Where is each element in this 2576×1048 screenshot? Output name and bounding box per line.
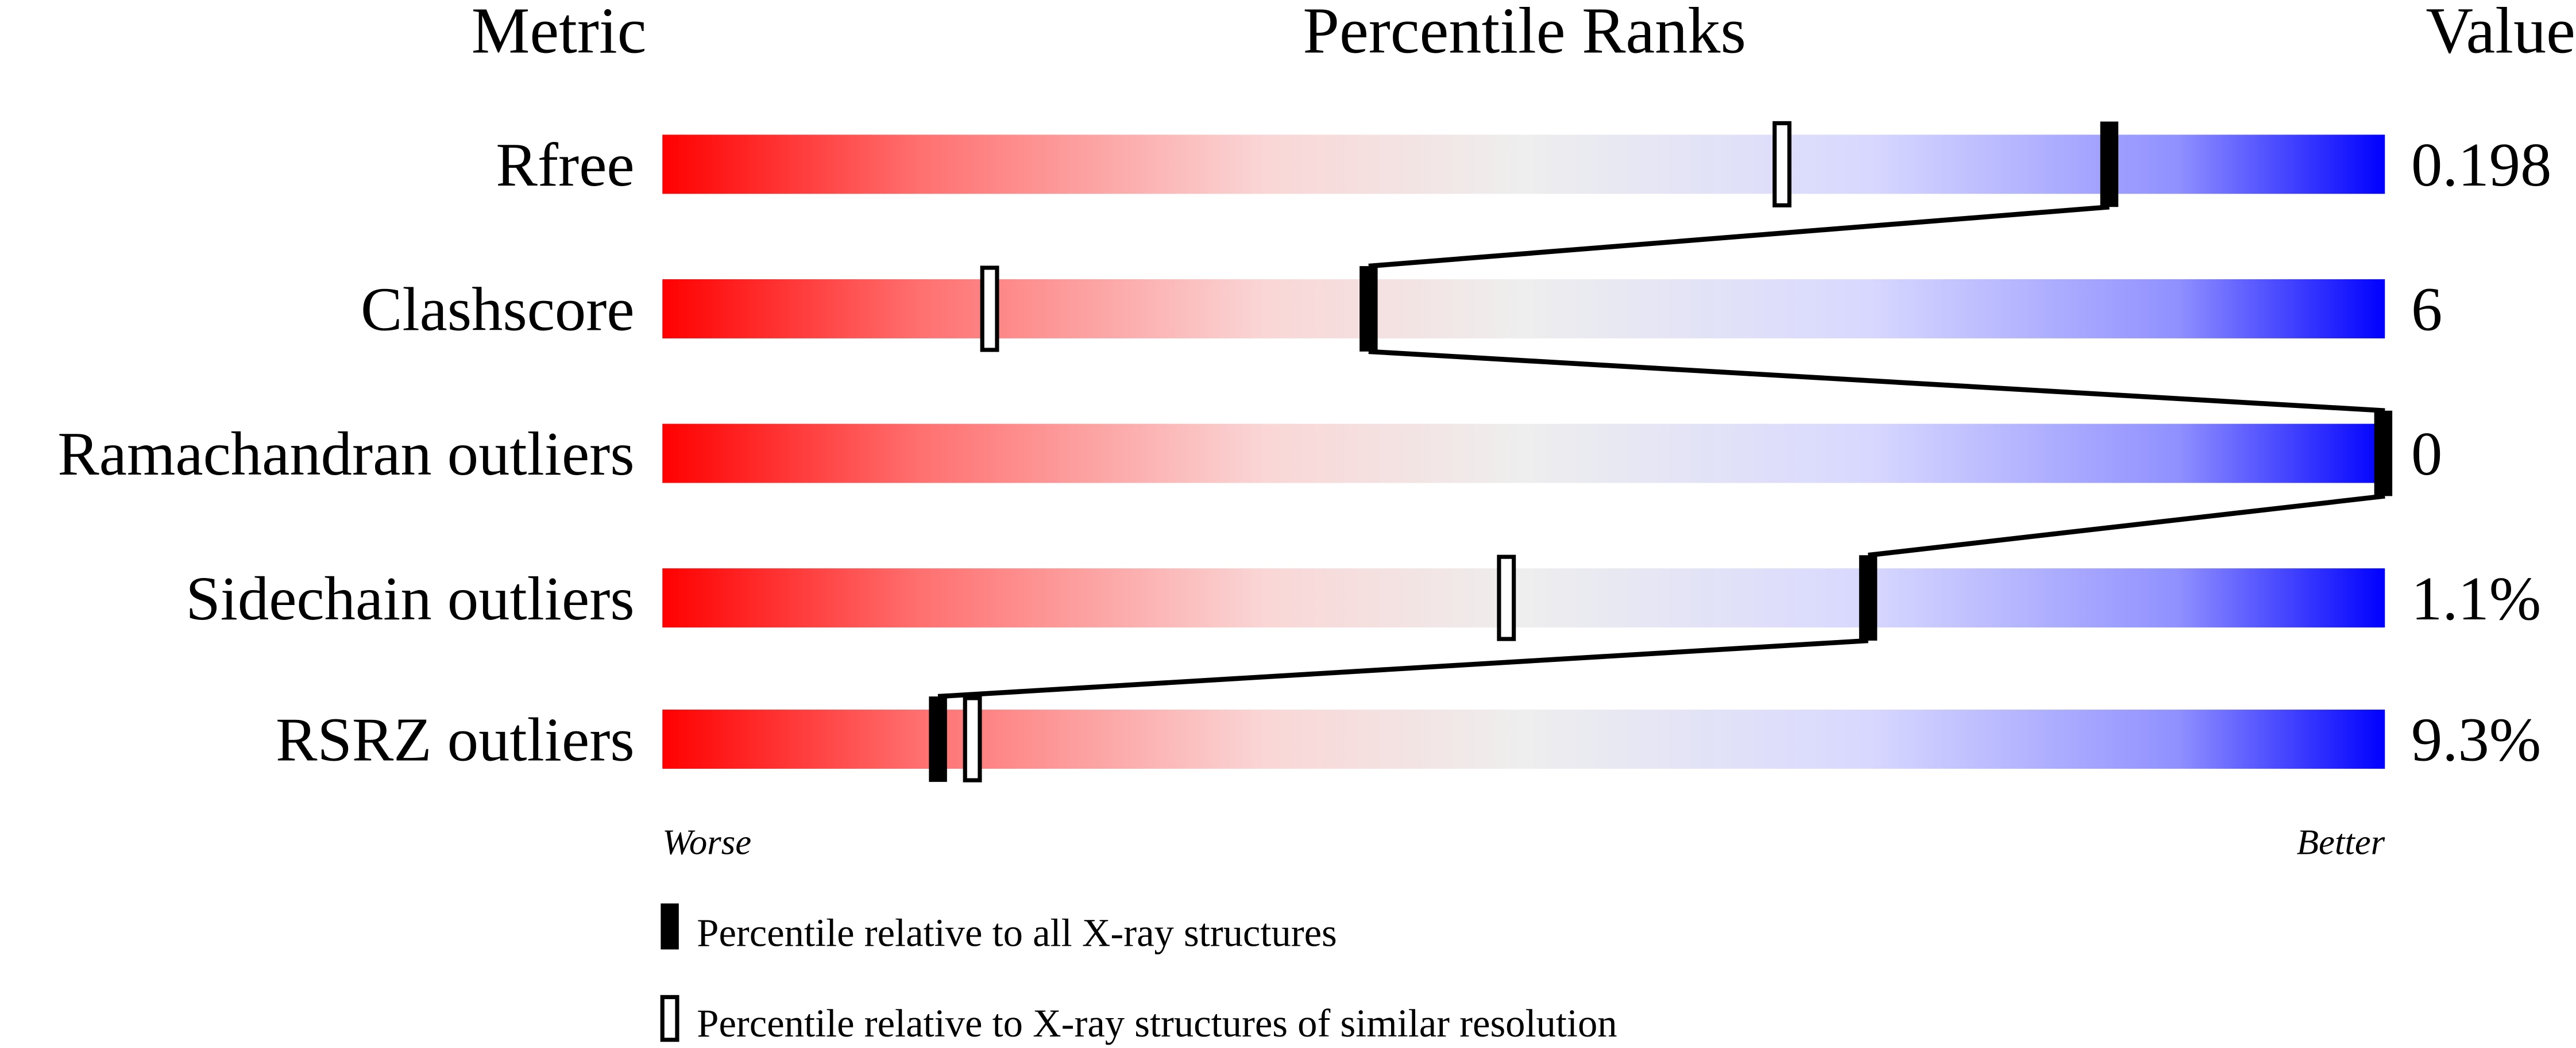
axis-label-better: Better — [2297, 822, 2385, 862]
marker-similar-resolution — [1497, 554, 1516, 641]
connector-line — [1368, 349, 2385, 414]
marker-similar-resolution — [1772, 121, 1792, 207]
marker-all-structures — [2100, 121, 2119, 207]
connector-line — [1868, 494, 2385, 558]
legend-all-label: Percentile relative to all X-ray structu… — [697, 911, 1337, 955]
legend-similar-marker — [660, 995, 679, 1042]
marker-similar-resolution — [980, 265, 999, 352]
metric-value: 0.198 — [2411, 130, 2551, 199]
metric-value: 6 — [2411, 275, 2442, 344]
metric-label: RSRZ outliers — [276, 706, 635, 775]
metric-label: Rfree — [496, 130, 634, 199]
percentile-bar — [662, 568, 2385, 628]
marker-similar-resolution — [963, 696, 982, 783]
metric-label: Sidechain outliers — [186, 564, 634, 633]
percentile-bar — [662, 134, 2385, 194]
metric-value: 0 — [2411, 419, 2442, 488]
marker-all-structures — [929, 696, 947, 782]
metric-label: Clashscore — [361, 275, 635, 344]
percentile-bar — [662, 279, 2385, 338]
legend-similar-label: Percentile relative to X-ray structures … — [697, 1001, 1617, 1045]
marker-all-structures — [1360, 266, 1378, 352]
metric-value: 1.1% — [2411, 564, 2541, 633]
axis-label-worse: Worse — [662, 822, 751, 862]
legend-all-marker — [661, 903, 679, 950]
header-metric: Metric — [472, 0, 647, 67]
connector-line — [937, 638, 1868, 699]
header-percentile-ranks: Percentile Ranks — [1303, 0, 1746, 67]
marker-all-structures — [2374, 410, 2393, 496]
marker-all-structures — [1859, 555, 1878, 641]
percentile-bar — [662, 710, 2385, 769]
connector-line — [1368, 204, 2110, 269]
header-value: Value — [2426, 0, 2575, 67]
percentile-bar — [662, 423, 2385, 483]
metric-label: Ramachandran outliers — [57, 419, 634, 488]
metric-value: 9.3% — [2411, 706, 2541, 775]
